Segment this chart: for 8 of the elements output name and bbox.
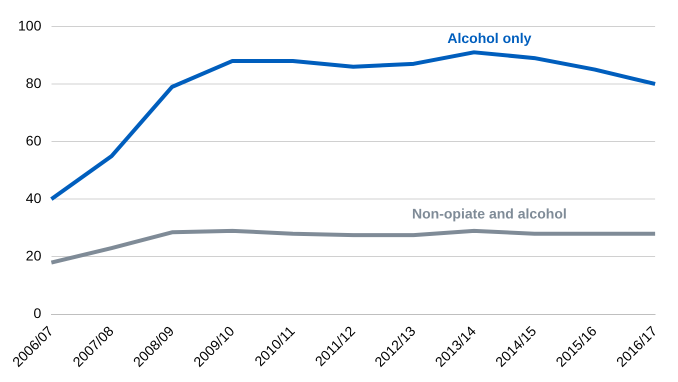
series-label: Alcohol only xyxy=(447,30,532,46)
y-tick-label: 0 xyxy=(34,305,42,322)
y-tick-label: 60 xyxy=(26,132,42,148)
series-label: Non-opiate and alcohol xyxy=(412,206,567,222)
y-tick-label: 40 xyxy=(26,190,42,206)
y-tick-label: 20 xyxy=(26,248,42,264)
y-tick-label: 80 xyxy=(26,74,42,91)
y-tick-label: 100 xyxy=(18,17,42,34)
